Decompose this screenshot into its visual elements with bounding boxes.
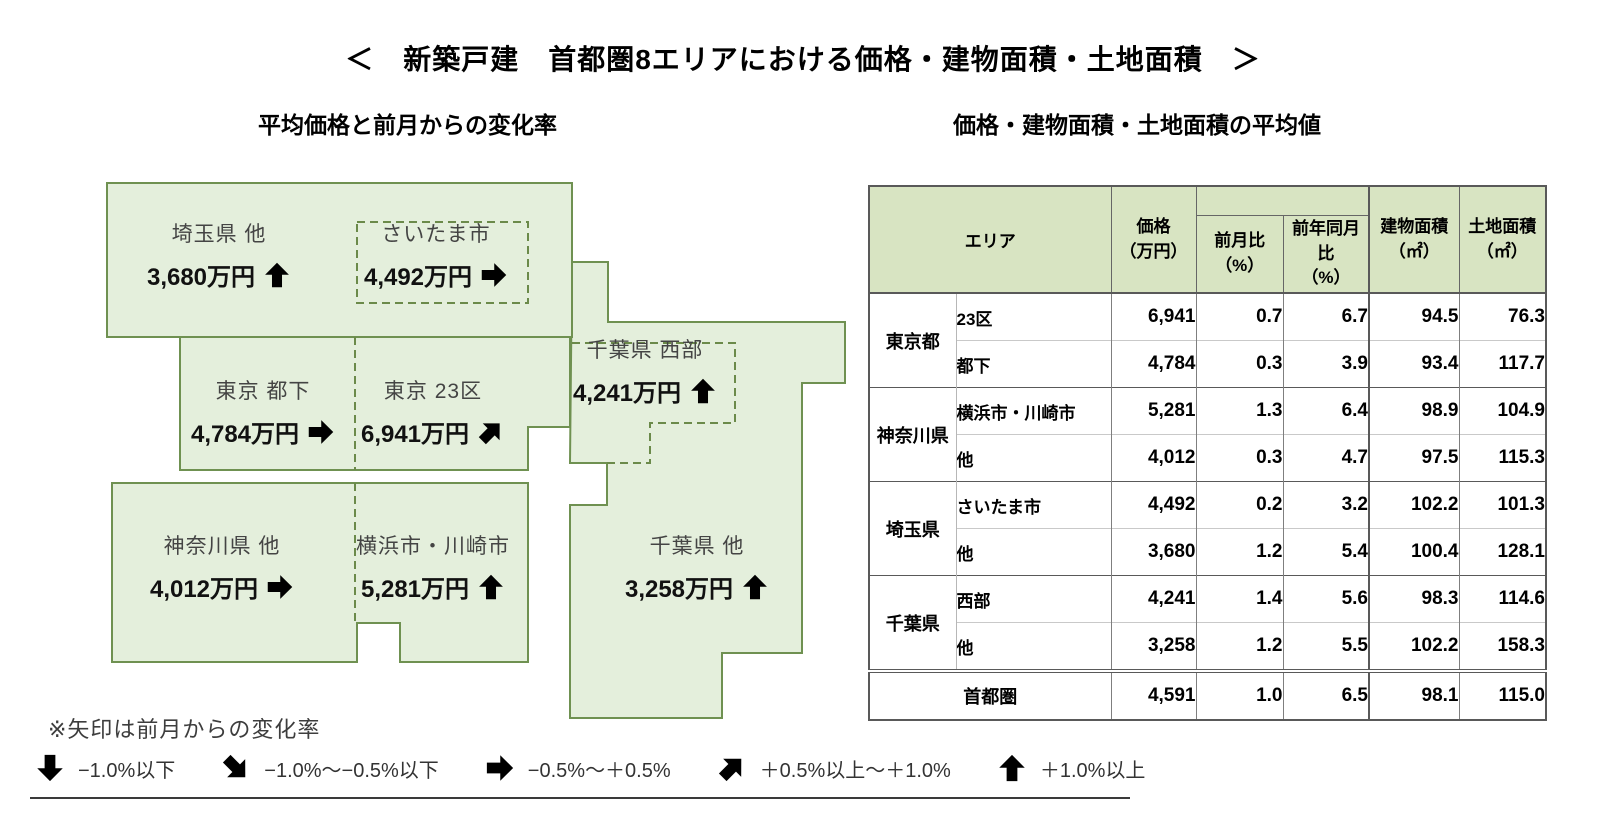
prefecture-cell: 埼玉県 xyxy=(868,481,957,576)
down-arrow-icon xyxy=(37,754,63,782)
down-right-arrow-icon xyxy=(221,753,252,783)
area-cell: 他 xyxy=(956,528,1112,576)
area-cell: さいたま市 xyxy=(956,481,1112,529)
total-label-cell: 首都圏 xyxy=(868,669,1112,721)
column-header-price: 価格 （万円） xyxy=(1111,185,1197,294)
average-values-table: エリア 価格 （万円） 前月比 （%） 前年同月比 （%） 建物面積 （㎡） 土地面積（… xyxy=(868,185,1547,721)
arrow-legend: −1.0%以下 −1.0%〜−0.5%以下 −0.5%〜＋0.5% ＋0.5%以… xyxy=(35,753,1145,783)
divider xyxy=(30,797,1130,799)
map-subtitle: 平均価格と前月からの変化率 xyxy=(258,112,557,138)
area-cell: 横浜市・川崎市 xyxy=(956,387,1112,435)
table-total-row: 首都圏 4,591 1.0 6.5 98.1 115.0 xyxy=(868,669,1547,721)
legend-item: ＋0.5%以上〜＋1.0% xyxy=(716,753,951,783)
up-arrow-icon xyxy=(479,574,503,599)
table-header-row: エリア 価格 （万円） 前月比 （%） 前年同月比 （%） 建物面積 （㎡） 土地面積（… xyxy=(868,185,1547,294)
table-row: 埼玉県 さいたま市 4,492 0.2 3.2 102.2 101.3 xyxy=(868,481,1547,576)
legend-item: −1.0%以下 xyxy=(35,753,175,783)
area-cell: 他 xyxy=(956,622,1112,671)
prefecture-cell: 千葉県 xyxy=(868,575,957,671)
area-cell: 都下 xyxy=(956,340,1112,388)
map-label-tokyo-tama: 東京 都下 4,784万円 xyxy=(148,375,378,449)
column-header-area: エリア xyxy=(868,185,1112,294)
page-title: ＜ 新築戸建 首都圏8エリアにおける価格・建物面積・土地面積 ＞ xyxy=(345,44,1261,75)
table-row: 他 4,012 0.3 4.7 97.5 115.3 xyxy=(869,434,1547,482)
table-row: 他 3,258 1.2 5.5 102.2 158.3 xyxy=(869,622,1547,671)
legend-item: ＋1.0%以上 xyxy=(997,753,1145,783)
column-header-yoy: 前年同月比 （%） xyxy=(1283,185,1369,294)
map-label-kanagawa-other: 神奈川県 他 4,012万円 xyxy=(107,530,337,604)
up-arrow-icon xyxy=(743,574,767,599)
table-subtitle: 価格・建物面積・土地面積の平均値 xyxy=(953,112,1321,138)
column-header-mom: 前月比 （%） xyxy=(1196,185,1283,294)
right-arrow-icon xyxy=(267,574,293,599)
map-label-chiba-other: 千葉県 他 3,258万円 xyxy=(582,530,812,604)
table-row: 千葉県 西部 4,241 1.4 5.6 98.3 114.6 xyxy=(868,575,1547,671)
map-label-yokohama-kawasaki: 横浜市・川崎市 5,281万円 xyxy=(356,535,510,603)
table-row: 神奈川県 横浜市・川崎市 5,281 1.3 6.4 98.9 104.9 xyxy=(868,387,1547,482)
prefecture-cell: 神奈川県 xyxy=(868,387,957,482)
legend-item: −0.5%〜＋0.5% xyxy=(485,753,671,783)
up-arrow-icon xyxy=(691,378,715,403)
table-row: 都下 4,784 0.3 3.9 93.4 117.7 xyxy=(869,340,1547,388)
up-arrow-icon xyxy=(265,262,289,287)
area-cell: 他 xyxy=(956,434,1112,482)
area-cell: 西部 xyxy=(956,575,1112,623)
area-cell: 23区 xyxy=(956,292,1112,341)
up-arrow-icon xyxy=(999,754,1025,782)
legend-item: −1.0%〜−0.5%以下 xyxy=(221,753,439,783)
map-label-tokyo-23ku: 東京 23区 6,941万円 xyxy=(318,375,548,449)
right-arrow-icon xyxy=(486,755,513,781)
map-label-saitama-other: 埼玉県 他 3,680万円 xyxy=(104,218,334,292)
arrow-note: ※矢印は前月からの変化率 xyxy=(48,717,321,742)
right-arrow-icon xyxy=(481,262,507,287)
map-label-saitama-city: さいたま市 4,492万円 xyxy=(321,218,551,292)
map-area-chiba xyxy=(568,261,846,719)
up-right-arrow-icon xyxy=(716,753,747,783)
column-header-land-area: 土地面積 （㎡） xyxy=(1458,185,1547,294)
map-label-chiba-west: 千葉県 西部 4,241万円 xyxy=(530,334,760,408)
prefecture-cell: 東京都 xyxy=(868,292,957,388)
table-row: 他 3,680 1.2 5.4 100.4 128.1 xyxy=(869,528,1547,576)
table-row: 東京都 23区 6,941 0.7 6.7 94.5 76.3 xyxy=(868,292,1547,388)
up-right-arrow-icon xyxy=(477,417,506,446)
column-header-building-area: 建物面積 （㎡） xyxy=(1368,185,1460,294)
